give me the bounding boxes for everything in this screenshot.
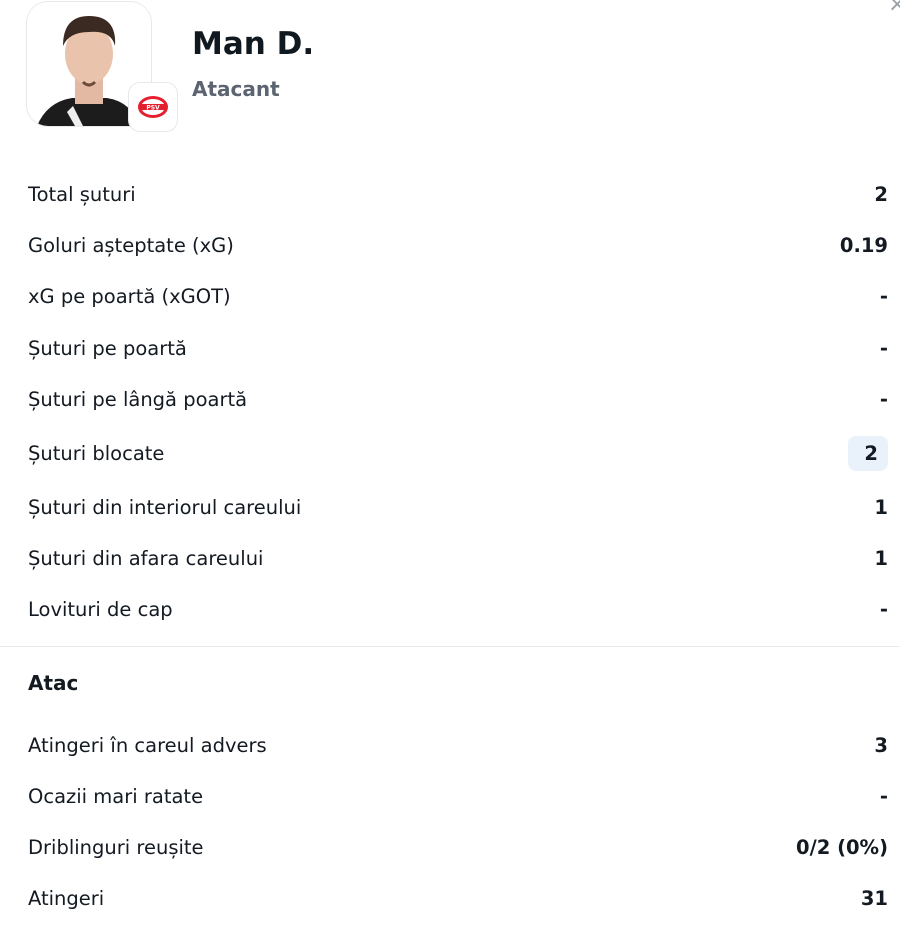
- svg-text:PSV: PSV: [146, 105, 160, 112]
- stat-label: Ocazii mari ratate: [28, 784, 204, 808]
- stat-value: 0/2 (0%): [796, 835, 888, 859]
- stat-value: -: [879, 784, 888, 808]
- stat-label: Atingeri în careul advers: [28, 733, 267, 757]
- stat-row: Ocazii mari ratate -: [28, 776, 888, 816]
- stat-label: Șuturi blocate: [28, 441, 165, 465]
- stat-label: Șuturi pe poartă: [28, 336, 187, 360]
- stat-row: Șuturi pe lângă poartă -: [28, 379, 888, 419]
- close-icon[interactable]: ×: [888, 0, 900, 17]
- stat-label: Driblinguri reușite: [28, 835, 204, 859]
- stat-row: Șuturi din interiorul careului 1: [28, 487, 888, 527]
- club-badge[interactable]: PSV: [128, 82, 178, 132]
- stat-value: 31: [860, 886, 888, 910]
- stat-value: 3: [874, 733, 888, 757]
- stat-label: Lovituri de cap: [28, 597, 173, 621]
- stat-row: Lovituri de cap -: [28, 589, 888, 629]
- stat-value: -: [879, 387, 888, 411]
- stat-row: Total șuturi 2: [28, 174, 888, 214]
- stat-label: Total șuturi: [28, 182, 136, 206]
- stat-row: Driblinguri reușite 0/2 (0%): [28, 827, 888, 867]
- stat-value: 1: [874, 495, 888, 519]
- stat-row: Șuturi pe poartă -: [28, 328, 888, 368]
- stat-value: 2: [874, 182, 888, 206]
- stat-value: -: [879, 284, 888, 308]
- stat-label: xG pe poartă (xGOT): [28, 284, 231, 308]
- player-name: Man D.: [192, 26, 315, 62]
- psv-logo-icon: PSV: [138, 96, 168, 118]
- stat-value: -: [879, 597, 888, 621]
- stat-label: Atingeri: [28, 886, 105, 910]
- stat-row: Șuturi blocate 2: [28, 433, 888, 473]
- stat-label: Șuturi din afara careului: [28, 546, 264, 570]
- stat-value: 0.19: [839, 233, 888, 257]
- section-divider: [0, 646, 900, 647]
- stat-value: -: [879, 336, 888, 360]
- stat-label: Goluri așteptate (xG): [28, 233, 234, 257]
- stat-row: Șuturi din afara careului 1: [28, 538, 888, 578]
- stat-label: Șuturi din interiorul careului: [28, 495, 302, 519]
- section-title-attack: Atac: [28, 671, 79, 695]
- player-position: Atacant: [192, 77, 280, 101]
- stat-row: Atingeri 31: [28, 878, 888, 918]
- player-photo: [26, 1, 152, 127]
- stat-row: xG pe poartă (xGOT) -: [28, 276, 888, 316]
- stat-value: 1: [874, 546, 888, 570]
- stat-value: 2: [848, 435, 888, 471]
- stat-row: Atingeri în careul advers 3: [28, 725, 888, 765]
- stat-label: Șuturi pe lângă poartă: [28, 387, 248, 411]
- stat-row: Goluri așteptate (xG) 0.19: [28, 225, 888, 265]
